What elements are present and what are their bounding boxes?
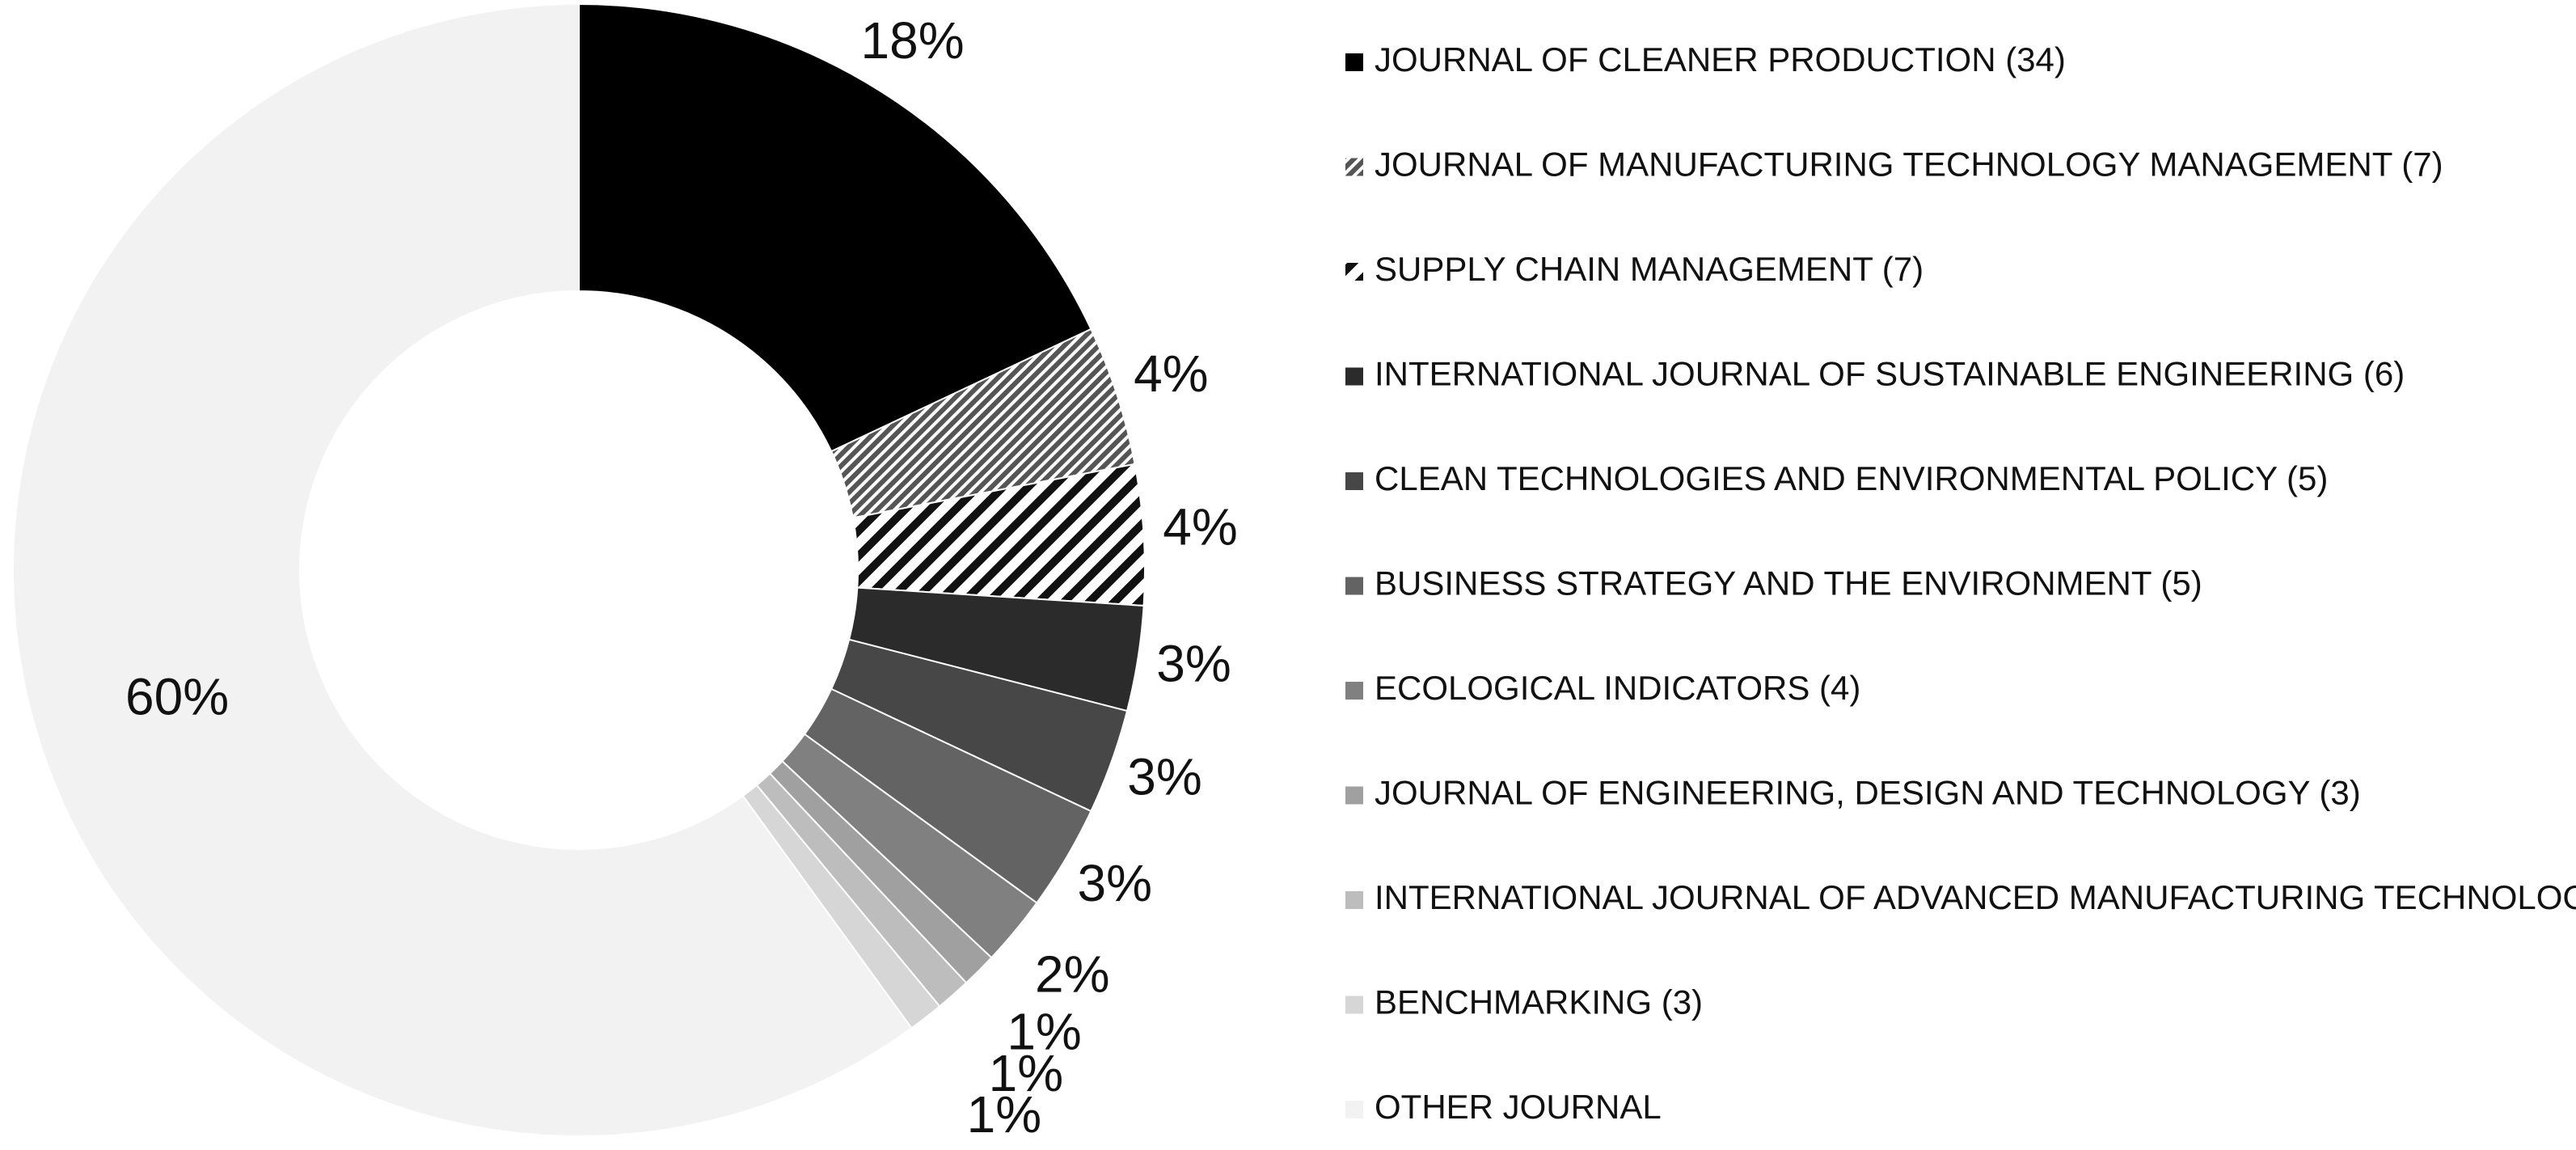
- slice-label: 3%: [1078, 854, 1153, 912]
- legend-label: JOURNAL OF MANUFACTURING TECHNOLOGY MANA…: [1375, 146, 2443, 184]
- legend-swatch: [1345, 891, 1363, 909]
- slice-label: 4%: [1134, 345, 1209, 403]
- legend-label: INTERNATIONAL JOURNAL OF SUSTAINABLE ENG…: [1375, 355, 2405, 393]
- donut-slice: [578, 2, 1092, 453]
- legend-swatch: [1345, 53, 1363, 71]
- slice-label: 3%: [1127, 748, 1202, 806]
- legend-label: ECOLOGICAL INDICATORS (4): [1375, 669, 1860, 707]
- slice-label: 18%: [861, 11, 965, 70]
- donut-slice: [11, 2, 913, 1137]
- legend-label: SUPPLY CHAIN MANAGEMENT (7): [1375, 250, 1924, 288]
- slice-label: 2%: [1035, 945, 1110, 1004]
- legend-swatch: [1345, 472, 1363, 490]
- legend-swatch: [1345, 577, 1363, 595]
- slice-label: 3%: [1156, 634, 1231, 692]
- legend-swatch: [1345, 1101, 1363, 1118]
- slice-label: 4%: [1163, 498, 1238, 556]
- slice-label: 60%: [125, 667, 229, 725]
- legend-label: JOURNAL OF ENGINEERING, DESIGN AND TECHN…: [1375, 774, 2361, 812]
- legend-label: CLEAN TECHNOLOGIES AND ENVIRONMENTAL POL…: [1375, 459, 2328, 497]
- legend-swatch: [1345, 263, 1363, 281]
- slice-label: 1%: [1007, 1002, 1082, 1060]
- legend-swatch: [1345, 996, 1363, 1014]
- slice-label: 1%: [967, 1085, 1042, 1144]
- slice-label: 1%: [989, 1044, 1064, 1102]
- legend-swatch: [1345, 367, 1363, 386]
- legend-label: BUSINESS STRATEGY AND THE ENVIRONMENT (5…: [1375, 564, 2202, 602]
- legend-label: OTHER JOURNAL: [1375, 1088, 1662, 1126]
- legend-swatch: [1345, 682, 1363, 700]
- legend-label: INTERNATIONAL JOURNAL OF ADVANCED MANUFA…: [1375, 878, 2576, 916]
- legend-label: JOURNAL OF CLEANER PRODUCTION (34): [1375, 40, 2066, 78]
- legend-swatch: [1345, 786, 1363, 805]
- legend-swatch: [1345, 158, 1363, 176]
- legend-label: BENCHMARKING (3): [1375, 983, 1703, 1021]
